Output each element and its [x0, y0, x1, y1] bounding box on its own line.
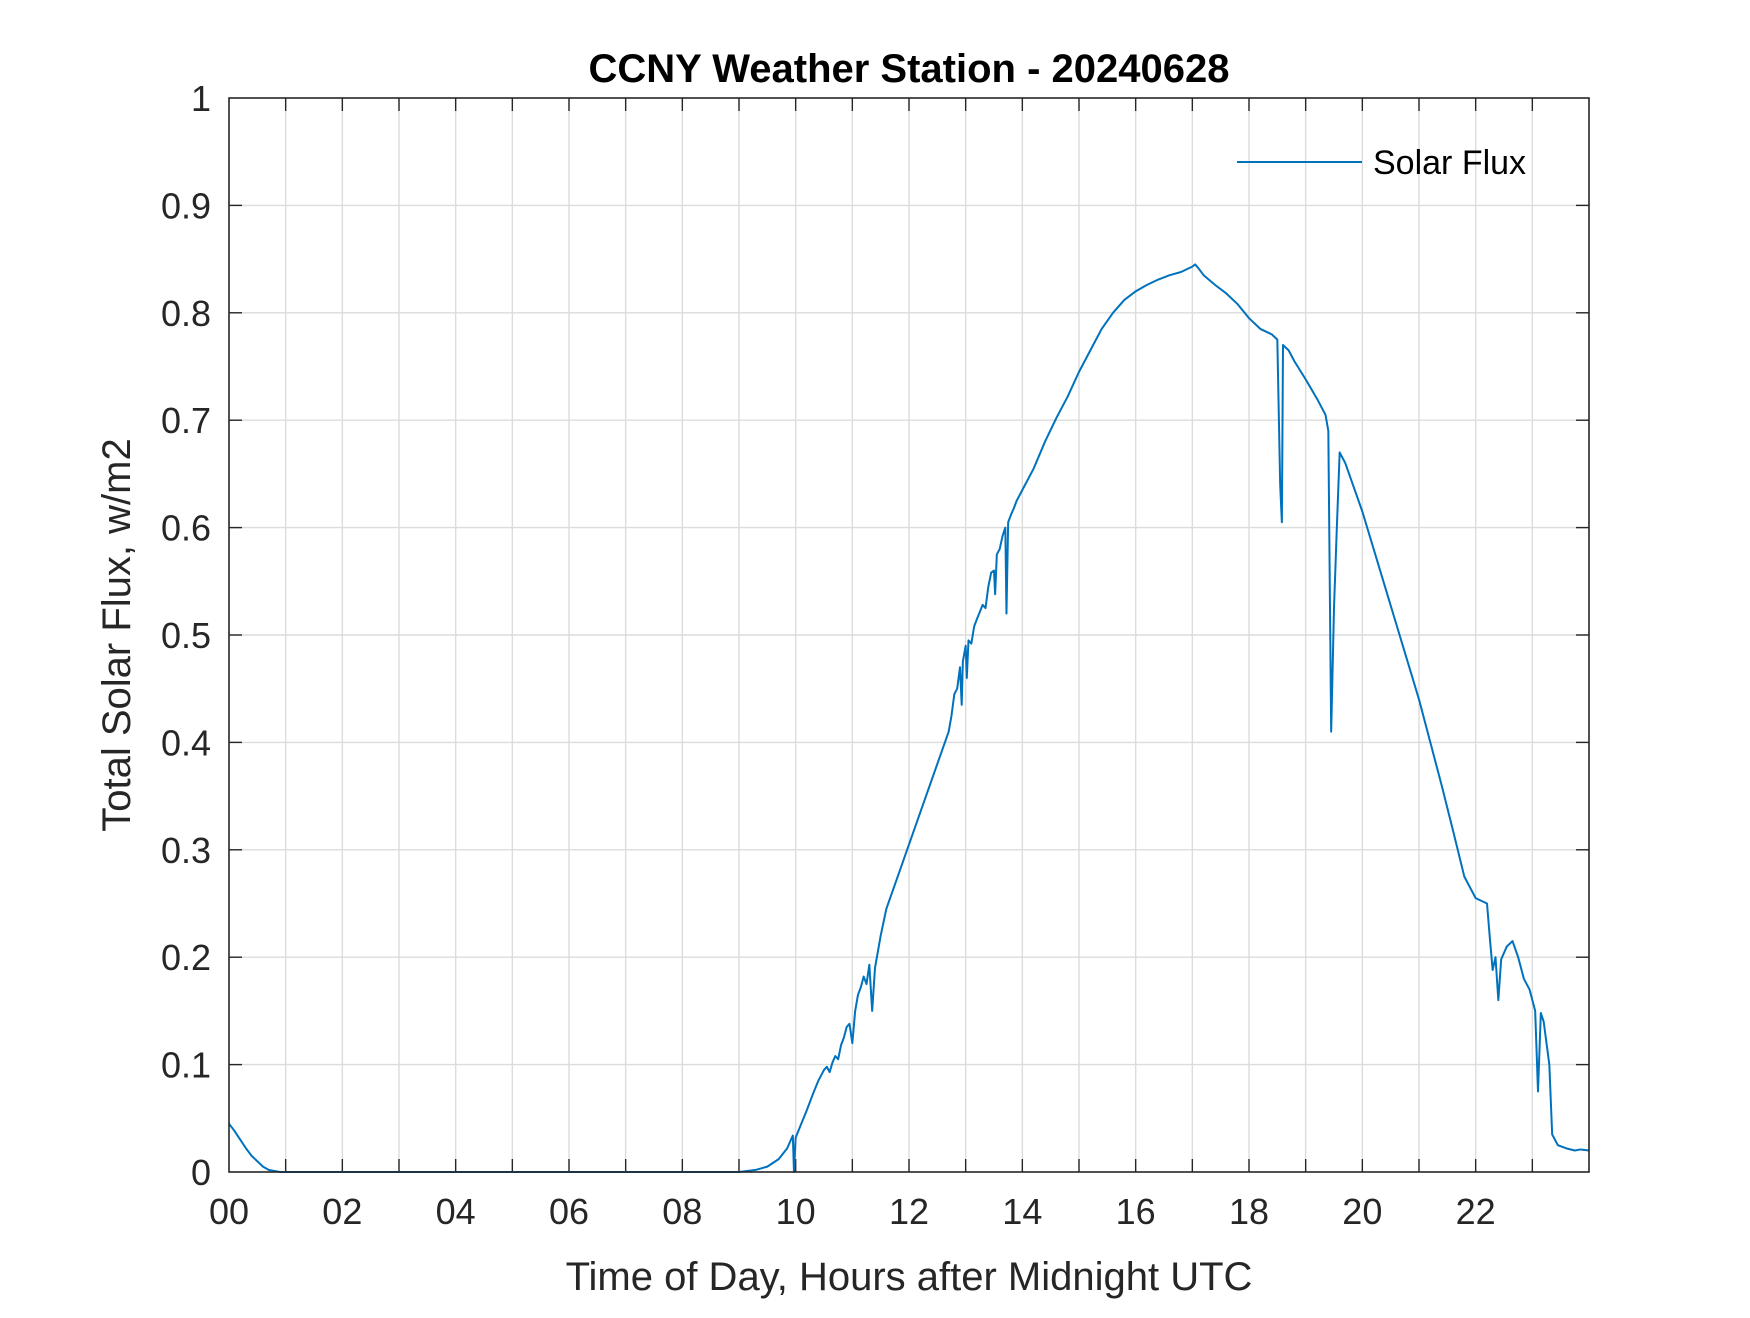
series-layer: [228, 263, 1590, 1173]
y-tick-label: 0: [191, 1152, 211, 1193]
y-tick-label: 0.3: [161, 830, 211, 871]
x-tick-label: 06: [549, 1191, 589, 1232]
y-tick-label: 0.9: [161, 185, 211, 226]
x-tick-label: 00: [209, 1191, 249, 1232]
legend: Solar Flux: [1237, 144, 1526, 182]
x-tick-label: 18: [1229, 1191, 1269, 1232]
y-axis-label: Total Solar Flux, w/m2: [95, 438, 139, 831]
y-tick-label: 1: [191, 78, 211, 119]
y-tick-label: 0.4: [161, 722, 211, 763]
axes-box: [228, 97, 1590, 1173]
x-tick-label: 12: [889, 1191, 929, 1232]
legend-label-solar-flux: Solar Flux: [1373, 144, 1526, 182]
chart-title: CCNY Weather Station - 20240628: [589, 47, 1230, 91]
y-tick-label: 0.8: [161, 293, 211, 334]
x-tick-label: 14: [1002, 1191, 1042, 1232]
x-tick-label: 02: [322, 1191, 362, 1232]
y-tick-label: 0.1: [161, 1045, 211, 1086]
x-tick-label: 04: [436, 1191, 476, 1232]
y-tick-labels: 0 0.1 0.2 0.3 0.4 0.5 0.6 0.7 0.8 0.9 1: [161, 78, 211, 1193]
x-axis-label: Time of Day, Hours after Midnight UTC: [566, 1255, 1253, 1299]
y-tick-label: 0.7: [161, 400, 211, 441]
axis-ticks: [229, 98, 1589, 1172]
x-tick-label: 20: [1342, 1191, 1382, 1232]
x-tick-label: 10: [776, 1191, 816, 1232]
x-tick-label: 08: [662, 1191, 702, 1232]
series-line-solar-flux: [228, 263, 1590, 1173]
x-tick-labels: 00 02 04 06 08 10 12 14 16 18 20 22: [209, 1191, 1496, 1232]
y-tick-label: 0.2: [161, 937, 211, 978]
x-tick-label: 22: [1456, 1191, 1496, 1232]
y-tick-label: 0.6: [161, 508, 211, 549]
grid: [229, 98, 1589, 1172]
x-tick-label: 16: [1116, 1191, 1156, 1232]
y-tick-label: 0.5: [161, 615, 211, 656]
